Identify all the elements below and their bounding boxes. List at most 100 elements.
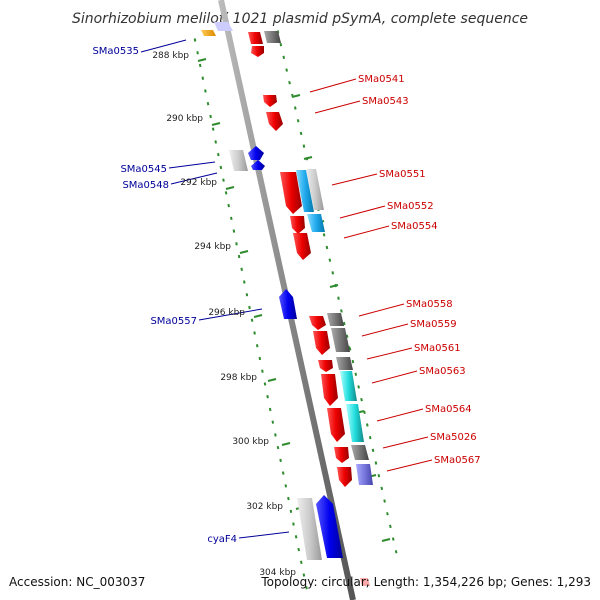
gene-label-cyaf4: cyaF4 — [207, 534, 237, 545]
minor-tick — [232, 229, 236, 233]
gene-red-sma0541 — [263, 95, 277, 107]
minor-tick — [263, 382, 267, 386]
minor-tick — [374, 461, 378, 465]
minor-tick — [258, 356, 262, 361]
gene-blue-cyaf4 — [316, 495, 343, 558]
minor-tick — [299, 131, 303, 136]
minor-tick — [305, 586, 308, 590]
gene-label-sma0545: SMa0545 — [120, 164, 167, 175]
gene-label-sma0543: SMa0543 — [362, 96, 409, 107]
minor-tick — [268, 407, 272, 412]
minor-tick — [209, 114, 212, 119]
scale-label-302: 302 kbp — [246, 502, 283, 512]
gene-blue-sma0557 — [279, 289, 297, 319]
minor-tick — [245, 293, 249, 297]
gene-cyan-sma0563 — [340, 371, 357, 401]
gene-label-sma0567: SMa0567 — [434, 455, 481, 466]
minor-tick — [235, 242, 238, 246]
gene-red-sma0564 — [327, 408, 345, 442]
gene-gray-sma0561 — [336, 357, 353, 370]
topology-text: Topology: circular; Length: 1,354,226 bp… — [260, 575, 591, 589]
minor-tick — [328, 258, 332, 262]
minor-tick — [297, 547, 300, 552]
minor-tick — [302, 144, 306, 148]
minor-tick — [377, 473, 381, 478]
minor-tick — [230, 216, 233, 221]
minor-tick — [289, 509, 293, 513]
minor-tick — [255, 344, 259, 348]
minor-tick — [389, 524, 392, 529]
scale-label-290: 290 kbp — [166, 114, 203, 124]
minor-tick — [296, 119, 300, 123]
scale-labels: 288 kbp 290 kbp 292 kbp 294 kbp 296 kbp … — [152, 51, 296, 578]
minor-tick — [342, 321, 346, 326]
major-tick — [303, 156, 313, 160]
minor-tick — [294, 535, 298, 539]
scale-label-296: 296 kbp — [208, 308, 245, 318]
major-tick — [267, 378, 277, 382]
gene-orange — [201, 30, 216, 36]
minor-tick — [380, 486, 384, 491]
major-tick — [253, 314, 263, 318]
gene-label-sma0559: SMa0559 — [410, 319, 457, 330]
gene-label-sma0551: SMa0551 — [379, 169, 426, 180]
gene-red-sma0561 — [318, 360, 333, 372]
scale-label-304: 304 kbp — [259, 568, 296, 578]
gene-red-sma0554 — [293, 233, 311, 260]
gene-label-sma0548: SMa0548 — [122, 180, 169, 191]
gene-red-sma5026 — [334, 447, 349, 463]
minor-tick — [253, 331, 256, 335]
minor-tick — [222, 178, 225, 182]
gene-gray-sma0551 — [306, 169, 324, 210]
minor-tick — [294, 106, 297, 110]
major-tick — [281, 442, 291, 446]
minor-tick — [193, 38, 197, 42]
map-title: Sinorhizobium meliloti 1021 plasmid pSym… — [72, 11, 528, 27]
gene-labels-right: SMa0541 SMa0543 SMa0551 SMa0552 SMa0554 … — [358, 74, 481, 466]
minor-tick — [288, 80, 291, 85]
minor-tick — [383, 499, 386, 503]
minor-tick — [368, 435, 372, 440]
minor-tick — [196, 51, 199, 55]
minor-tick — [302, 573, 306, 577]
scale-label-300: 300 kbp — [232, 437, 269, 447]
major-tick — [291, 94, 301, 98]
gene-red-sma0559 — [313, 331, 330, 355]
minor-tick — [219, 165, 223, 170]
gene-red-top2 — [251, 46, 264, 57]
minor-tick — [292, 522, 295, 526]
minor-tick — [227, 203, 230, 208]
gene-red-top1 — [248, 32, 263, 44]
major-tick — [225, 186, 235, 190]
minor-tick — [281, 471, 285, 475]
gene-label-sma0541: SMa0541 — [358, 74, 405, 85]
major-tick — [211, 122, 221, 126]
minor-tick — [354, 372, 358, 376]
minor-tick — [282, 55, 286, 60]
minor-tick — [340, 309, 343, 313]
minor-tick — [331, 271, 335, 275]
gene-label-sma0558: SMa0558 — [406, 299, 453, 310]
gene-label-sma0563: SMa0563 — [419, 366, 466, 377]
minor-tick — [284, 484, 288, 488]
minor-tick — [224, 191, 228, 195]
minor-tick — [394, 550, 398, 554]
gene-red-sma0567 — [337, 467, 352, 487]
minor-tick — [322, 233, 326, 237]
minor-tick — [351, 359, 355, 364]
minor-tick — [240, 267, 243, 271]
minor-tick — [363, 410, 366, 415]
gene-label-sma5026: SMa5026 — [430, 432, 477, 443]
accession-text: Accession: NC_003037 — [9, 575, 145, 589]
minor-tick — [371, 448, 375, 453]
minor-tick — [279, 42, 283, 47]
scale-label-292: 292 kbp — [180, 178, 217, 188]
gene-red-sma0563 — [321, 374, 338, 406]
gene-red-sma0551 — [280, 172, 302, 214]
minor-tick — [325, 245, 329, 250]
scale-label-298: 298 kbp — [220, 373, 257, 383]
gene-label-sma0535: SMa0535 — [92, 46, 139, 57]
minor-tick — [386, 512, 389, 516]
minor-tick — [274, 433, 277, 437]
